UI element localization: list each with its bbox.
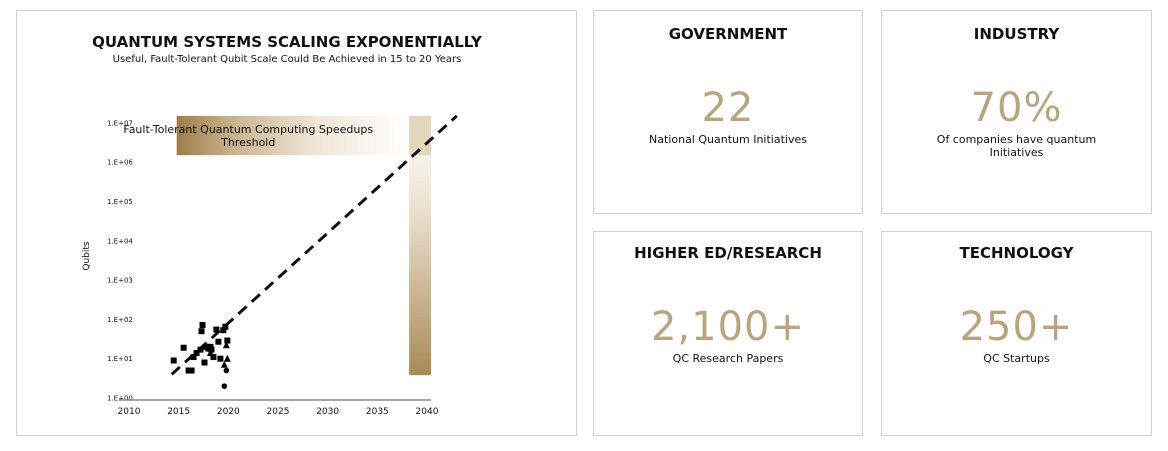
y-axis-label: Qubits <box>82 241 92 271</box>
point-square <box>170 357 177 364</box>
y-tick-label: 1.E+03 <box>107 277 133 285</box>
chart-subtitle: Useful, Fault-Tolerant Qubit Scale Could… <box>113 54 462 65</box>
point-square <box>215 338 222 345</box>
point-triangle <box>223 354 231 362</box>
point-square <box>193 349 200 356</box>
higher-ed-desc: QC Research Papers <box>672 352 784 365</box>
point-square <box>197 346 204 353</box>
data-points <box>170 321 231 389</box>
x-tick-label: 2030 <box>316 407 339 417</box>
chart-card: QUANTUM SYSTEMS SCALING EXPONENTIALLY Us… <box>16 10 577 436</box>
scaling-chart: QUANTUM SYSTEMS SCALING EXPONENTIALLY Us… <box>82 33 483 417</box>
higher-ed-value: 2,100+ <box>650 304 806 350</box>
y-tick-label: 1.E+02 <box>107 316 133 324</box>
government-value: 22 <box>701 85 755 131</box>
government-card: GOVERNMENT 22 National Quantum Initiativ… <box>593 10 863 214</box>
x-tick-label: 2010 <box>118 407 141 417</box>
point-square <box>217 355 224 362</box>
y-tick-label: 1.E+01 <box>107 355 133 363</box>
point-circle <box>223 367 230 374</box>
threshold-corner <box>409 115 431 156</box>
point-circle <box>221 383 228 389</box>
industry-title: INDUSTRY <box>973 25 1060 43</box>
point-square <box>224 337 231 344</box>
point-triangle <box>206 348 214 356</box>
point-triangle <box>222 341 230 349</box>
point-square <box>208 346 215 353</box>
y-axis-ticks: 1.E+00 1.E+01 1.E+02 1.E+03 1.E+04 1.E+05 1.E+… <box>107 119 133 402</box>
y-tick-label: 1.E+05 <box>107 198 133 206</box>
y-tick-label: 1.E+00 <box>107 395 133 403</box>
higher-ed-title: HIGHER ED/RESEARCH <box>634 244 822 262</box>
point-square <box>220 327 227 334</box>
point-square <box>199 321 206 328</box>
government-desc: National Quantum Initiatives <box>649 133 807 146</box>
point-square <box>180 344 187 351</box>
industry-desc: Of companies have quantum Initiatives <box>936 133 1097 159</box>
threshold-label: Fault-Tolerant Quantum Computing Speedup… <box>123 123 373 149</box>
x-tick-label: 2035 <box>366 407 389 417</box>
point-triangle <box>220 360 228 368</box>
industry-card: INDUSTRY 70% Of companies have quantum I… <box>881 10 1152 214</box>
point-square <box>201 359 208 366</box>
x-axis-ticks: 2010 2015 2020 2025 2030 2035 2040 <box>118 407 439 417</box>
technology-title: TECHNOLOGY <box>959 244 1074 262</box>
technology-card: TECHNOLOGY 250+ QC Startups <box>881 231 1152 436</box>
y-tick-label: 1.E+04 <box>107 237 133 245</box>
point-square <box>213 326 220 333</box>
threshold-band <box>176 115 408 156</box>
y-tick-label: 1.E+07 <box>107 119 133 127</box>
y-tick-label: 1.E+06 <box>107 159 133 167</box>
point-square <box>210 354 217 361</box>
government-title: GOVERNMENT <box>668 25 788 43</box>
chart-title: QUANTUM SYSTEMS SCALING EXPONENTIALLY <box>92 33 483 51</box>
technology-value: 250+ <box>959 304 1074 350</box>
technology-desc: QC Startups <box>983 352 1050 365</box>
x-tick-label: 2015 <box>167 407 190 417</box>
point-square <box>222 323 229 330</box>
point-square <box>198 328 205 335</box>
point-square <box>188 367 195 374</box>
point-square <box>190 354 197 361</box>
x-tick-label: 2025 <box>267 407 290 417</box>
x-tick-label: 2020 <box>217 407 240 417</box>
threshold-column <box>409 115 431 376</box>
x-tick-label: 2040 <box>416 407 439 417</box>
industry-value: 70% <box>970 85 1063 131</box>
higher-ed-card: HIGHER ED/RESEARCH 2,100+ QC Research Pa… <box>593 231 863 436</box>
